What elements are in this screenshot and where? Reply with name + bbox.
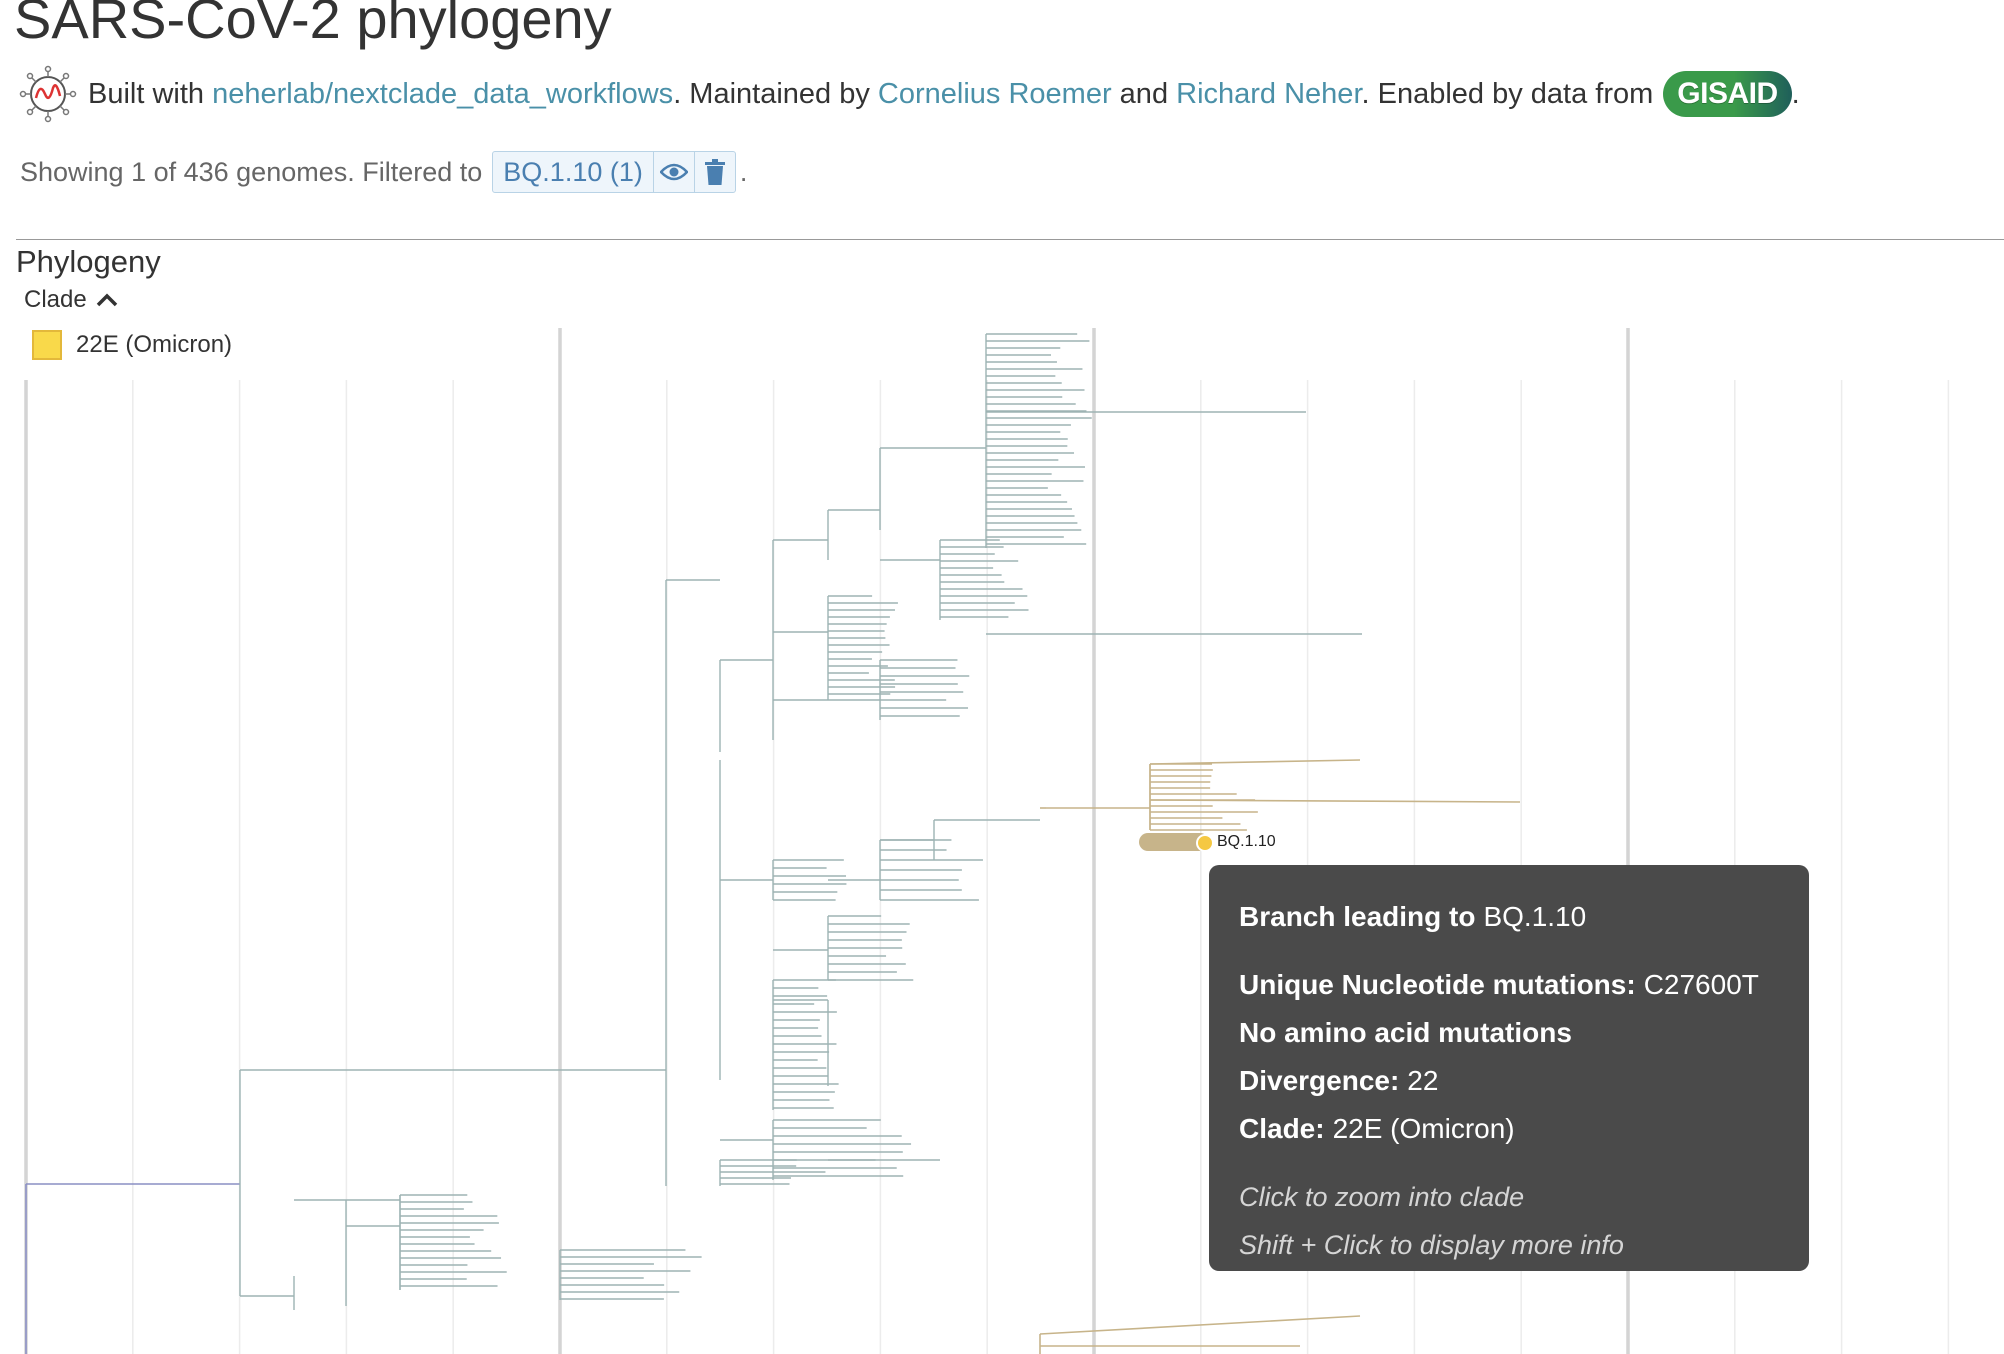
eye-icon[interactable] (652, 152, 694, 192)
selected-tip-node[interactable] (1196, 834, 1214, 852)
chevron-up-icon (96, 293, 117, 307)
highlight-branch (1149, 799, 1521, 803)
trash-icon[interactable] (693, 152, 735, 192)
tooltip-hint-zoom: Click to zoom into clade (1239, 1181, 1525, 1212)
tooltip-mutations: Unique Nucleotide mutations: C27600T (1239, 969, 1759, 1000)
legend-toggle-label: Clade (24, 286, 87, 313)
legend-item-22e[interactable]: 22E (Omicron) (32, 330, 232, 360)
filter-summary: Showing 1 of 436 genomes. Filtered to BQ… (20, 150, 747, 194)
legend-toggle[interactable]: Clade (24, 286, 119, 314)
byline-period: . (1791, 77, 1800, 110)
filter-pill: BQ.1.10 (1) (492, 151, 736, 193)
legend-swatch (32, 330, 62, 360)
tooltip-clade: Clade: 22E (Omicron) (1239, 1113, 1515, 1144)
built-with-text: Built with (88, 77, 213, 110)
maintainer-link-neher[interactable]: Richard Neher (1176, 77, 1362, 110)
gisaid-logo[interactable]: GISAID (1663, 71, 1792, 117)
tooltip-divergence: Divergence: 22 (1239, 1065, 1439, 1096)
byline: Built with neherlab/nextclade_data_workf… (18, 65, 1800, 123)
section-title: Phylogeny (16, 244, 161, 279)
tooltip-hint-shift: Shift + Click to display more info (1239, 1229, 1624, 1260)
enabled-text: . Enabled by data from (1361, 77, 1654, 110)
maintainer-link-roemer[interactable]: Cornelius Roemer (877, 77, 1112, 110)
tooltip-aa-mutations: No amino acid mutations (1239, 1017, 1572, 1048)
and-text: and (1111, 77, 1177, 110)
branch-tooltip: Branch leading to BQ.1.10 Unique Nucleoti… (1209, 865, 1809, 1271)
selected-node-label[interactable]: BQ.1.10 (1217, 833, 1276, 850)
legend-item-label: 22E (Omicron) (76, 331, 233, 358)
showing-count-text: Showing 1 of 436 genomes. Filtered to (20, 156, 483, 187)
filter-period: . (739, 156, 748, 187)
highlight-branch (1149, 759, 1361, 765)
workflow-repo-link[interactable]: neherlab/nextclade_data_workflows (212, 77, 674, 110)
nextstrain-virus-icon (19, 65, 77, 123)
highlight-branch (1039, 1315, 1361, 1335)
tooltip-title: Branch leading to BQ.1.10 (1239, 901, 1587, 932)
filter-pill-label[interactable]: BQ.1.10 (1) (503, 156, 643, 187)
page-title: SARS-CoV-2 phylogeny (14, 0, 612, 50)
maintained-text: . Maintained by (673, 77, 878, 110)
section-divider (16, 239, 2004, 240)
